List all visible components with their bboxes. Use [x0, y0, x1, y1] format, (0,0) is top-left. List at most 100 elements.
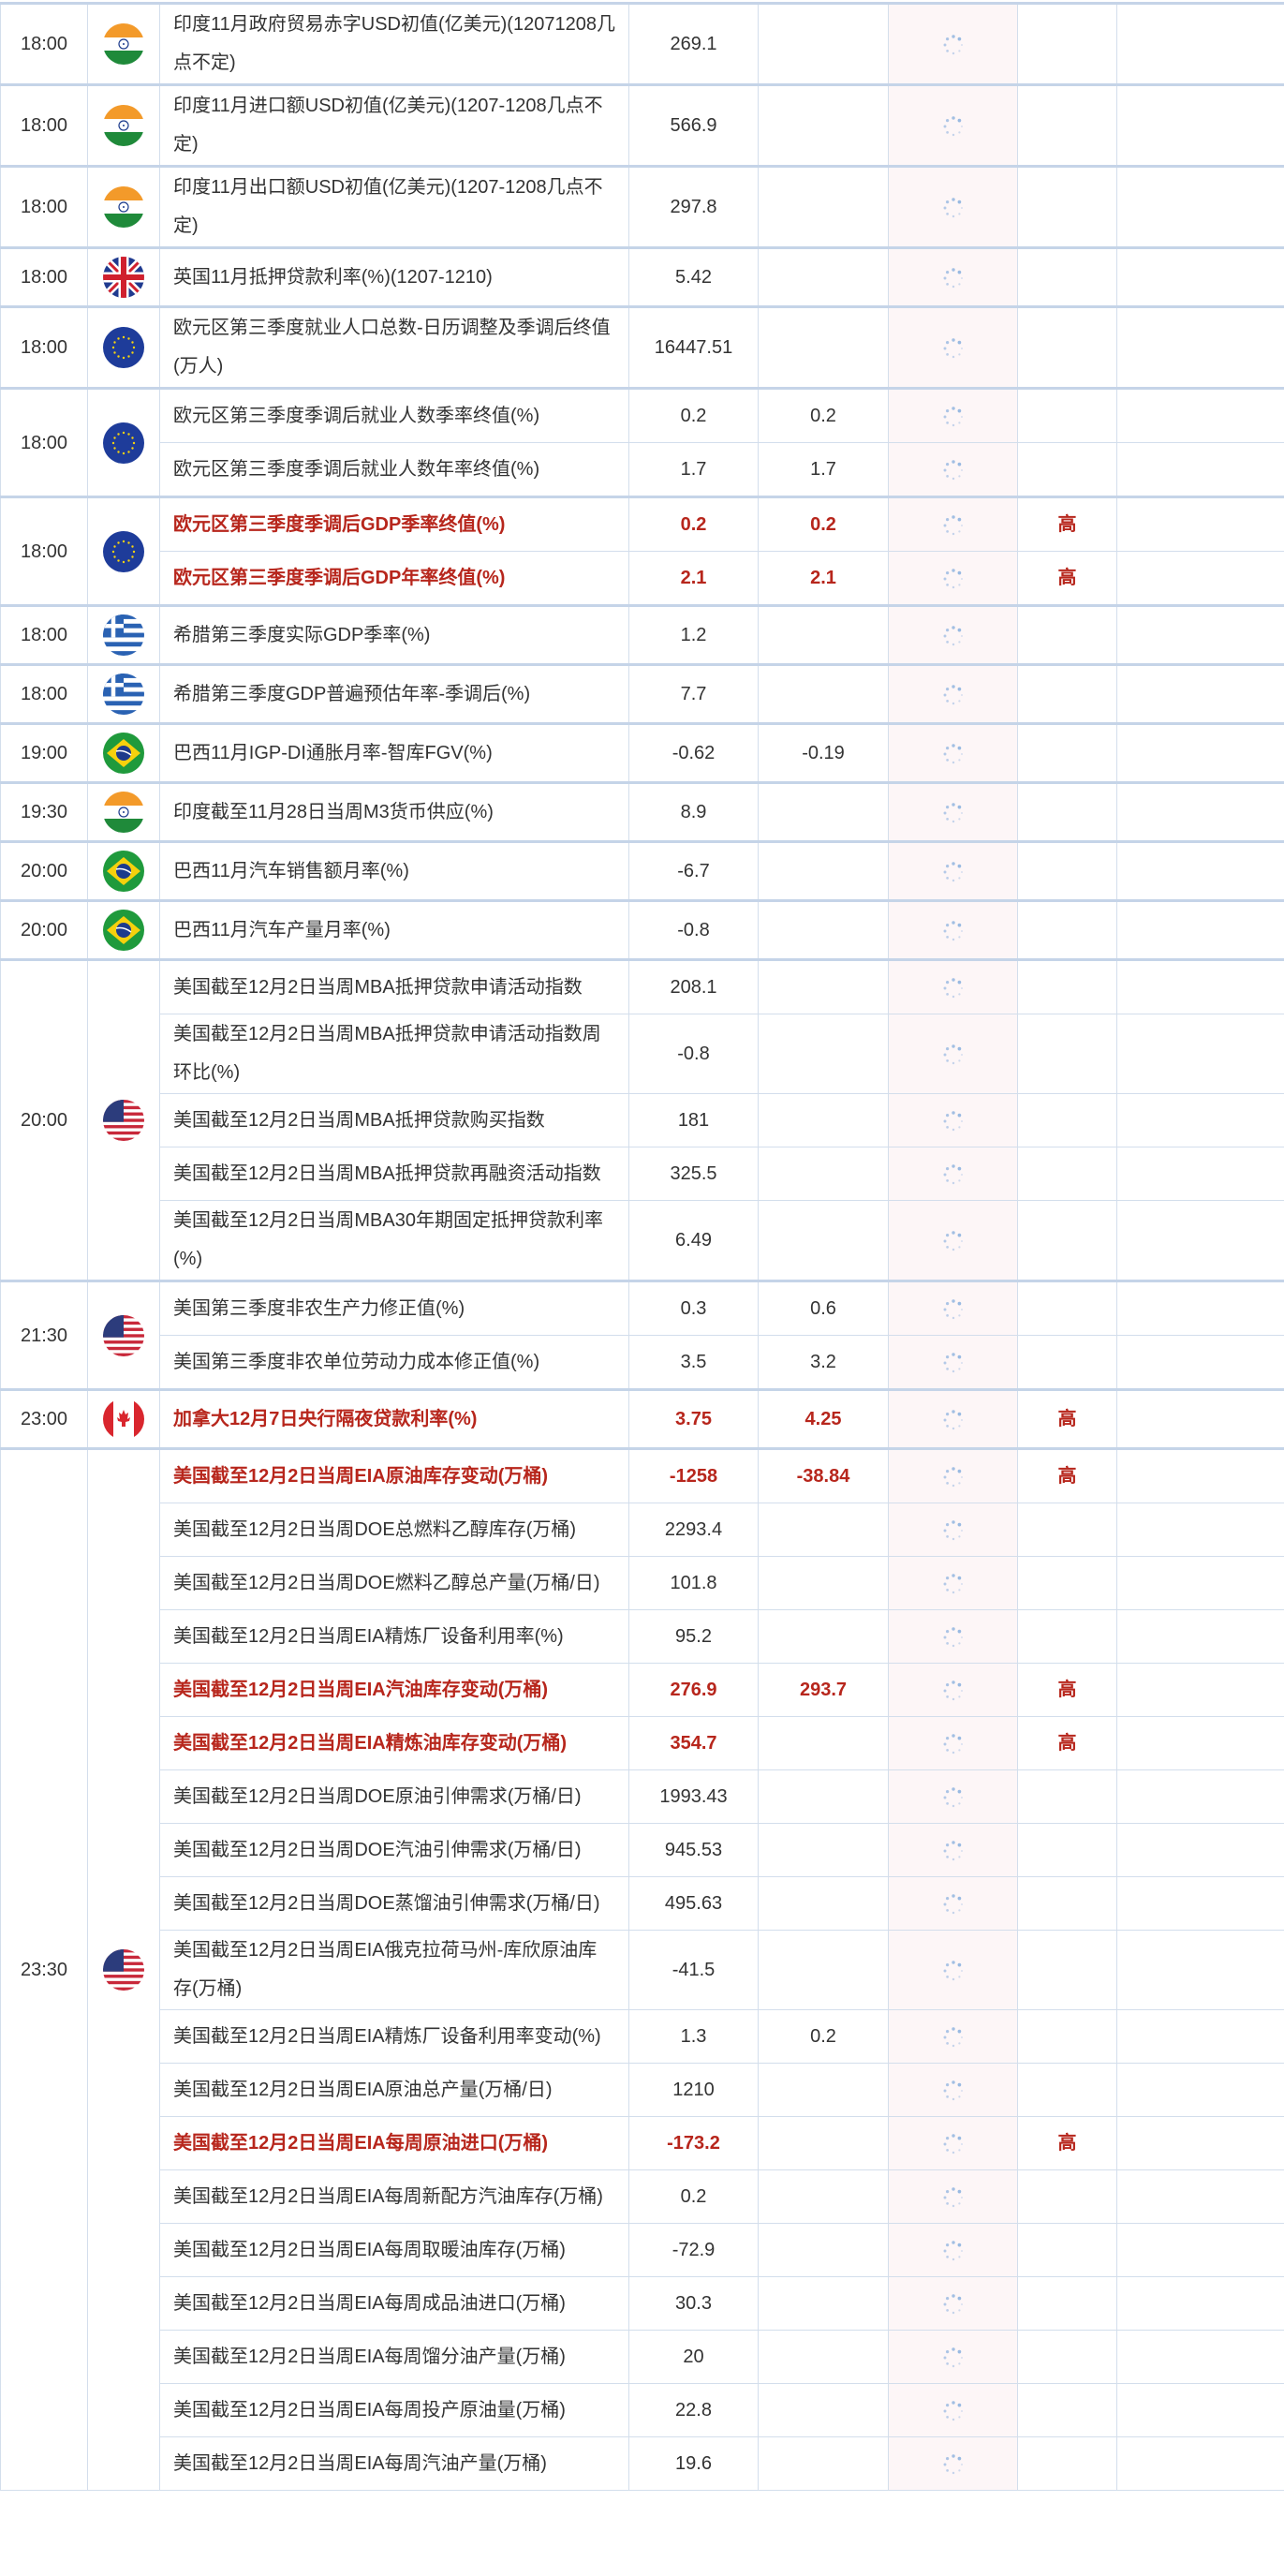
actual-value — [888, 2330, 1018, 2384]
event-row[interactable]: 美国截至12月2日当周EIA每周汽油产量(万桶) 19.6 — [1, 2436, 1284, 2491]
loading-spinner-icon — [941, 1839, 966, 1863]
previous-value: 945.53 — [628, 1823, 759, 1877]
previous-value: 495.63 — [628, 1876, 759, 1931]
event-row[interactable]: 18:00 印度11月进口额USD初值(亿美元)(1207-1208几点不定) 56… — [0, 83, 1284, 167]
forecast-value — [758, 2383, 889, 2437]
event-row[interactable]: 美国第三季度非农单位劳动力成本修正值(%) 3.5 3.2 — [1, 1335, 1284, 1390]
forecast-value — [758, 1503, 889, 1557]
event-row[interactable]: 23:30 美国截至12月2日当周EIA原油库存变动(万桶) -1258 -38.84… — [0, 1447, 1284, 2491]
event-row[interactable]: 18:00 印度11月出口额USD初值(亿美元)(1207-1208几点不定) 29… — [0, 165, 1284, 248]
previous-value: 0.2 — [628, 387, 759, 443]
loading-spinner-icon — [941, 2452, 966, 2477]
actual-value — [888, 1147, 1018, 1201]
event-row[interactable]: 19:00 巴西11月IGP-DI通胀月率-智库FGV(%) -0.62 -0.19 — [0, 722, 1284, 783]
event-row[interactable]: 18:00 印度11月政府贸易赤字USD初值(亿美元)(12071208几点不定)… — [0, 2, 1284, 85]
event-row[interactable]: 美国截至12月2日当周EIA汽油库存变动(万桶) 276.9 293.7 高 — [1, 1663, 1284, 1717]
previous-value: -6.7 — [628, 840, 759, 901]
event-row[interactable]: 美国截至12月2日当周EIA每周投产原油量(万桶) 22.8 — [1, 2383, 1284, 2437]
event-row[interactable]: 20:00 巴西11月汽车销售额月率(%) -6.7 — [0, 840, 1284, 901]
country-flag-cell — [87, 663, 160, 724]
event-name: 美国截至12月2日当周MBA30年期固定抵押贷款利率(%) — [159, 1200, 629, 1281]
event-name: 美国截至12月2日当周MBA抵押贷款申请活动指数 — [159, 958, 629, 1014]
event-name: 美国截至12月2日当周EIA精炼油库存变动(万桶) — [159, 1716, 629, 1770]
country-flag-cell — [87, 899, 160, 960]
loading-spinner-icon — [941, 1162, 966, 1187]
event-row[interactable]: 18:00 欧元区第三季度季调后就业人数季率终值(%) 0.2 0.2 — [0, 387, 1284, 497]
event-row[interactable]: 美国截至12月2日当周MBA抵押贷款再融资活动指数 325.5 — [1, 1147, 1284, 1201]
interpretation-cell — [1116, 1388, 1284, 1449]
event-row[interactable]: 美国截至12月2日当周EIA精炼油库存变动(万桶) 354.7 高 — [1, 1716, 1284, 1770]
event-row[interactable]: 18:00 英国11月抵押贷款利率(%)(1207-1210) 5.42 — [0, 246, 1284, 307]
event-name: 美国第三季度非农生产力修正值(%) — [159, 1280, 629, 1336]
interpretation-cell — [1116, 1663, 1284, 1717]
event-row[interactable]: 美国截至12月2日当周EIA精炼厂设备利用率变动(%) 1.3 0.2 — [1, 2009, 1284, 2064]
previous-value: 325.5 — [628, 1147, 759, 1201]
loading-spinner-icon — [941, 1959, 966, 1983]
event-row[interactable]: 美国截至12月2日当周DOE燃料乙醇总产量(万桶/日) 101.8 — [1, 1556, 1284, 1610]
actual-value — [888, 1014, 1018, 1094]
importance: 高 — [1017, 551, 1117, 606]
event-row[interactable]: 美国截至12月2日当周DOE汽油引伸需求(万桶/日) 945.53 — [1, 1823, 1284, 1877]
event-row[interactable]: 美国截至12月2日当周EIA每周原油进口(万桶) -173.2 高 — [1, 2116, 1284, 2170]
event-row[interactable]: 美国截至12月2日当周EIA每周馏分油产量(万桶) 20 — [1, 2330, 1284, 2384]
event-row[interactable]: 美国截至12月2日当周MBA抵押贷款申请活动指数周环比(%) -0.8 — [1, 1014, 1284, 1094]
forecast-value — [758, 604, 889, 665]
event-row[interactable]: 美国截至12月2日当周EIA每周取暖油库存(万桶) -72.9 — [1, 2223, 1284, 2277]
forecast-value — [758, 305, 889, 389]
previous-value: 5.42 — [628, 246, 759, 307]
event-row[interactable]: 美国截至12月2日当周EIA每周成品油进口(万桶) 30.3 — [1, 2276, 1284, 2331]
importance — [1017, 663, 1117, 724]
event-row[interactable]: 美国截至12月2日当周MBA抵押贷款购买指数 181 — [1, 1093, 1284, 1147]
interpretation-cell — [1116, 2, 1284, 85]
actual-value — [888, 899, 1018, 960]
event-row[interactable]: 18:00 希腊第三季度实际GDP季率(%) 1.2 — [0, 604, 1284, 665]
event-row[interactable]: 18:00 欧元区第三季度就业人口总数-日历调整及季调后终值(万人) 16447.5… — [0, 305, 1284, 389]
event-row[interactable]: 欧元区第三季度季调后就业人数年率终值(%) 1.7 1.7 — [1, 442, 1284, 497]
interpretation-cell — [1116, 2330, 1284, 2384]
event-row[interactable]: 19:30 印度截至11月28日当周M3货币供应(%) 8.9 — [0, 781, 1284, 842]
event-row[interactable]: 美国截至12月2日当周EIA俄克拉荷马州-库欣原油库存(万桶) -41.5 — [1, 1930, 1284, 2010]
previous-value: 1993.43 — [628, 1769, 759, 1824]
importance — [1017, 840, 1117, 901]
event-row[interactable]: 美国截至12月2日当周EIA原油总产量(万桶/日) 1210 — [1, 2063, 1284, 2117]
loading-spinner-icon — [941, 196, 966, 220]
previous-value: 30.3 — [628, 2276, 759, 2331]
loading-spinner-icon — [941, 33, 966, 57]
event-time: 18:00 — [0, 305, 88, 389]
event-row[interactable]: 美国截至12月2日当周EIA精炼厂设备利用率(%) 95.2 — [1, 1609, 1284, 1664]
actual-value — [888, 2116, 1018, 2170]
event-name: 印度11月出口额USD初值(亿美元)(1207-1208几点不定) — [159, 165, 629, 248]
previous-value: 269.1 — [628, 2, 759, 85]
event-row[interactable]: 20:00 巴西11月汽车产量月率(%) -0.8 — [0, 899, 1284, 960]
event-row[interactable]: 美国截至12月2日当周DOE原油引伸需求(万桶/日) 1993.43 — [1, 1769, 1284, 1824]
brazil-flag-icon — [103, 851, 144, 892]
loading-spinner-icon — [941, 2239, 966, 2263]
event-row[interactable]: 23:00 加拿大12月7日央行隔夜贷款利率(%) 3.75 4.25 高 — [0, 1388, 1284, 1449]
event-row[interactable]: 美国截至12月2日当周MBA30年期固定抵押贷款利率(%) 6.49 — [1, 1200, 1284, 1281]
importance — [1017, 1823, 1117, 1877]
event-time: 19:00 — [0, 722, 88, 783]
event-row[interactable]: 美国截至12月2日当周DOE总燃料乙醇库存(万桶) 2293.4 — [1, 1503, 1284, 1557]
event-row[interactable]: 美国截至12月2日当周DOE蒸馏油引伸需求(万桶/日) 495.63 — [1, 1876, 1284, 1931]
forecast-value — [758, 2276, 889, 2331]
actual-value — [888, 1280, 1018, 1336]
event-row[interactable]: 21:30 美国第三季度非农生产力修正值(%) 0.3 0.6 — [0, 1280, 1284, 1390]
forecast-value — [758, 83, 889, 167]
event-row[interactable]: 20:00 美国截至12月2日当周MBA抵押贷款申请活动指数 208.1 — [0, 958, 1284, 1281]
event-row[interactable]: 欧元区第三季度季调后GDP年率终值(%) 2.1 2.1 高 — [1, 551, 1284, 606]
loading-spinner-icon — [941, 742, 966, 766]
event-row[interactable]: 18:00 欧元区第三季度季调后GDP季率终值(%) 0.2 0.2 高 — [0, 496, 1284, 606]
previous-value: 354.7 — [628, 1716, 759, 1770]
loading-spinner-icon — [941, 405, 966, 429]
previous-value: -41.5 — [628, 1930, 759, 2010]
importance — [1017, 899, 1117, 960]
importance — [1017, 2169, 1117, 2224]
event-row[interactable]: 18:00 希腊第三季度GDP普遍预估年率-季调后(%) 7.7 — [0, 663, 1284, 724]
previous-value: -72.9 — [628, 2223, 759, 2277]
event-time: 23:00 — [0, 1388, 88, 1449]
event-row[interactable]: 美国截至12月2日当周EIA每周新配方汽油库存(万桶) 0.2 — [1, 2169, 1284, 2224]
country-flag-cell — [87, 604, 160, 665]
importance — [1017, 2330, 1117, 2384]
forecast-value — [758, 781, 889, 842]
loading-spinner-icon — [941, 1043, 966, 1067]
